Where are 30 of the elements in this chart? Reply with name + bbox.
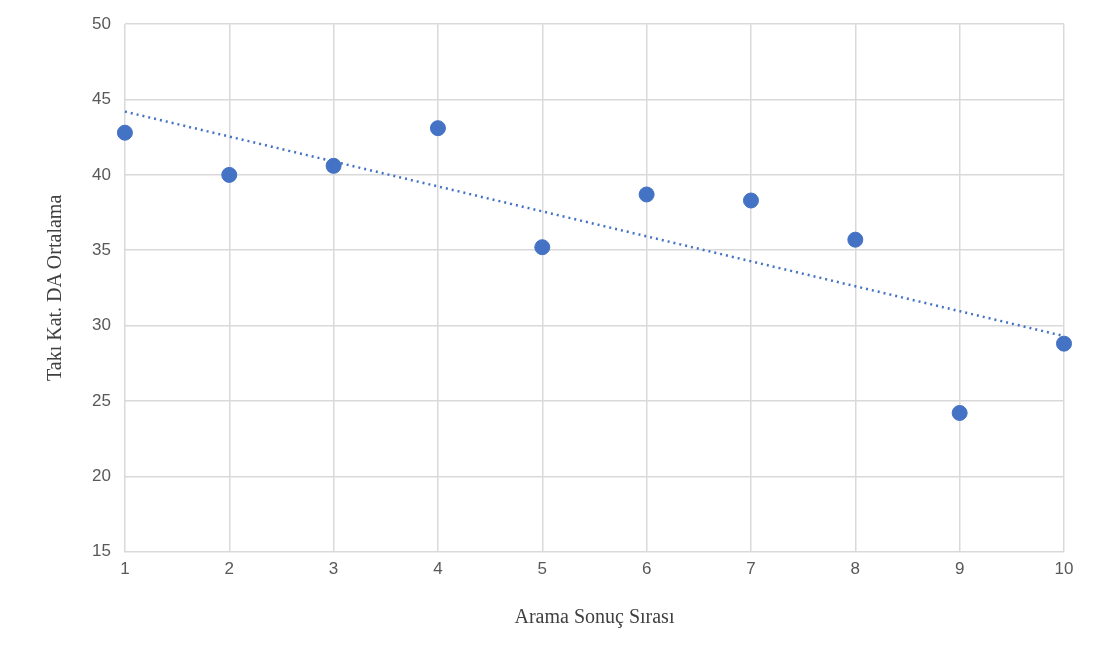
x-tick-label: 2 [224, 559, 234, 579]
y-tick-label: 45 [91, 89, 111, 109]
point [116, 124, 133, 141]
y-axis-title: Takı Kat. DA Ortalama [43, 194, 66, 382]
x-tick-label: 7 [746, 559, 756, 579]
point [534, 239, 551, 256]
y-tick-label: 20 [91, 465, 111, 485]
x-tick-label: 3 [328, 559, 339, 579]
y-tick-label: 50 [91, 13, 111, 33]
y-tick-label: 30 [91, 315, 111, 335]
y-tick-label: 25 [91, 390, 111, 410]
x-tick-label: 4 [433, 559, 443, 579]
y-tick-label: 40 [91, 164, 111, 184]
x-tick-label: 6 [641, 559, 652, 579]
x-axis-title: Arama Sonuç Sırası [514, 605, 675, 629]
point [847, 231, 864, 248]
y-tick-label: 35 [91, 239, 111, 259]
x-tick-label: 9 [954, 559, 965, 579]
x-tick-label: 5 [537, 559, 548, 579]
point [951, 404, 968, 421]
point [221, 166, 238, 183]
point [742, 192, 759, 209]
point [325, 157, 342, 174]
x-tick-label: 10 [1054, 559, 1074, 579]
x-tick-label: 8 [850, 559, 861, 579]
x-tick-label: 1 [120, 559, 130, 579]
point [429, 120, 446, 137]
point [1056, 335, 1072, 352]
y-tick-label: 15 [91, 541, 111, 561]
point [638, 186, 655, 203]
